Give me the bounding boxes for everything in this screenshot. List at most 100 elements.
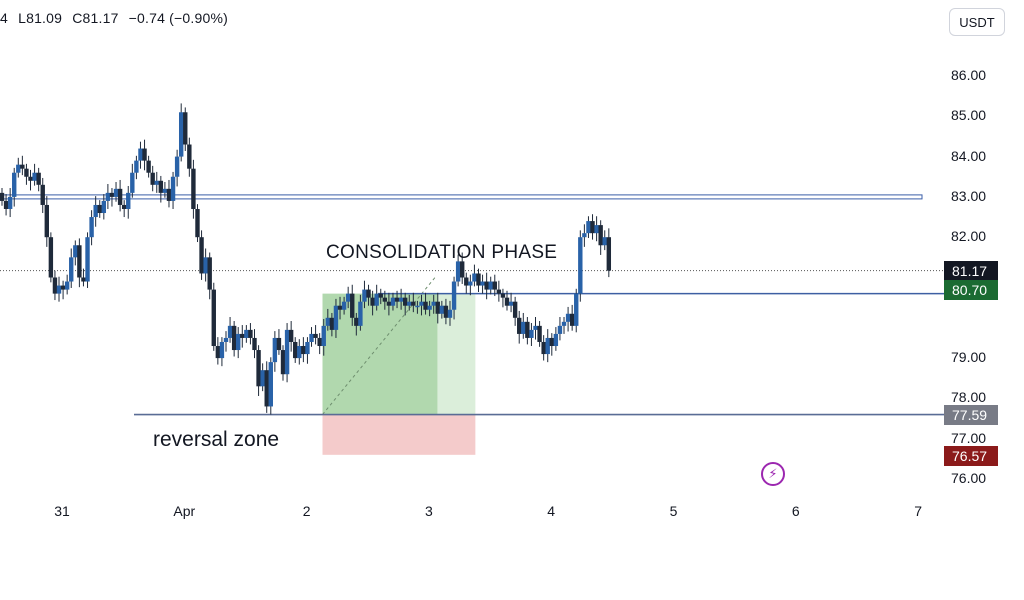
price-tag: 77.59 <box>944 404 998 425</box>
candle <box>500 288 506 308</box>
candle <box>105 184 111 209</box>
price-tick: 82.00 <box>951 228 987 245</box>
candle-body <box>48 237 54 278</box>
candle-body <box>268 362 273 407</box>
candle-body <box>64 281 70 290</box>
price-tick: 83.00 <box>951 187 987 204</box>
candle <box>77 238 82 288</box>
candle <box>386 292 392 316</box>
candle <box>195 204 200 243</box>
candle <box>549 333 554 356</box>
candle <box>166 179 172 208</box>
candle-body <box>419 301 424 306</box>
candle-body <box>207 257 212 290</box>
price-tick: 76.00 <box>951 470 987 486</box>
candle-body <box>476 273 481 286</box>
candle-body <box>366 289 371 298</box>
time-tick: 5 <box>669 503 678 519</box>
time-tick: 3 <box>424 503 433 519</box>
candle <box>362 280 367 309</box>
candle <box>472 264 477 287</box>
candle <box>333 298 339 338</box>
candle <box>69 248 74 288</box>
candle-body <box>590 221 595 234</box>
candle <box>537 321 542 347</box>
candle-body <box>183 112 188 145</box>
currency-button[interactable]: USDT <box>949 8 1005 36</box>
candle <box>293 337 298 363</box>
candle-body <box>44 204 49 238</box>
candle <box>301 337 306 363</box>
candle <box>394 290 400 309</box>
candle <box>32 163 37 186</box>
candle-body <box>354 317 359 326</box>
candle-body <box>345 293 351 302</box>
candle-body <box>276 337 282 351</box>
candle <box>345 286 351 309</box>
candle-body <box>97 204 102 214</box>
candle-body <box>455 261 461 282</box>
candle-body <box>533 325 538 330</box>
candle <box>101 194 107 220</box>
candle <box>146 155 151 178</box>
lightning-icon[interactable]: ⚡ <box>761 462 785 486</box>
ohlc-legend: 4 L81.09 C81.17 −0.74 (−0.90%) <box>0 10 234 26</box>
price-tag: 76.57 <box>944 446 998 467</box>
candle <box>407 294 412 311</box>
price-tick: 78.00 <box>951 389 987 406</box>
candle <box>582 224 587 247</box>
candle <box>16 157 21 178</box>
candle-body <box>472 273 477 282</box>
candle <box>93 196 98 227</box>
candle <box>130 163 135 198</box>
candle-body <box>12 172 17 197</box>
candle <box>325 308 331 331</box>
candle <box>557 316 563 341</box>
candle <box>142 139 147 171</box>
candle-body <box>288 329 294 342</box>
candle <box>85 232 90 288</box>
candle-body <box>36 172 41 185</box>
candle-body <box>69 257 74 282</box>
legend-prefix: 4 <box>0 10 8 26</box>
candle-body <box>480 281 485 286</box>
candle-body <box>362 289 367 302</box>
candle-body <box>0 192 5 201</box>
candle-body <box>586 221 591 234</box>
candle-body <box>16 164 21 173</box>
candle <box>236 327 241 359</box>
candle <box>138 141 143 169</box>
candle-body <box>451 281 457 310</box>
candle-body <box>374 293 379 306</box>
time-tick: 31 <box>54 503 70 519</box>
candle-body <box>60 285 66 290</box>
candle <box>492 274 497 297</box>
candle <box>183 107 188 151</box>
candle-body <box>602 237 607 246</box>
candle-body <box>329 317 335 330</box>
candle-body <box>447 309 453 318</box>
candle <box>447 300 453 326</box>
candle <box>464 272 469 294</box>
candle-body <box>85 237 90 282</box>
candle <box>521 312 526 339</box>
candles <box>0 103 612 415</box>
candle-body <box>73 245 78 258</box>
candle <box>276 329 282 355</box>
candle-body <box>460 261 465 278</box>
candle <box>398 288 404 310</box>
candle <box>3 194 9 216</box>
candle <box>264 361 269 413</box>
candle-body <box>280 350 286 375</box>
candle-body <box>293 341 298 359</box>
candle-body <box>569 313 575 326</box>
candle <box>109 188 115 207</box>
candle-body <box>256 350 261 387</box>
candle-body <box>301 346 306 355</box>
candle-body <box>488 281 493 290</box>
candle-body <box>423 301 428 310</box>
candle <box>268 357 273 415</box>
candle-body <box>439 305 445 314</box>
candle-body <box>435 301 440 314</box>
